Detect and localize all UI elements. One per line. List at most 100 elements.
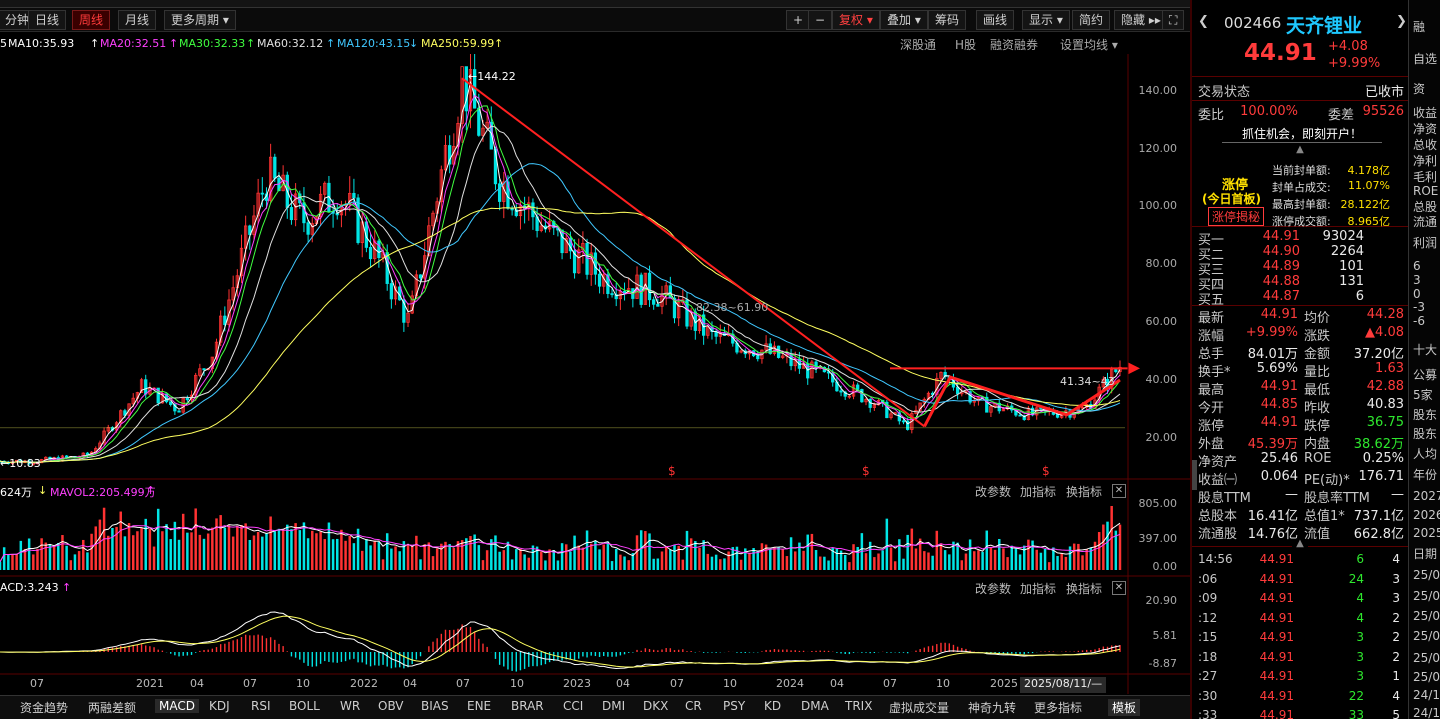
simple-button[interactable]: 简约 [1072, 10, 1111, 30]
side-strip-item[interactable]: ROE [1413, 184, 1439, 198]
side-strip-item[interactable]: 2027 [1413, 489, 1440, 503]
indicator-tab-18[interactable]: TRIX [845, 699, 873, 713]
ma30-label: MA30:32.33 [179, 37, 246, 50]
link-hk-connect[interactable]: 深股通 [900, 38, 937, 52]
side-strip-item[interactable]: 十大 [1413, 343, 1438, 357]
indicator-tab-22[interactable]: 模板 [1108, 699, 1141, 716]
side-strip-item[interactable]: 25/0 [1413, 629, 1440, 643]
macd-add-indicator[interactable]: 加指标 [1020, 582, 1057, 596]
volume-bar [294, 523, 297, 570]
zoom-in-button[interactable]: + [786, 10, 811, 30]
indicator-tab-0[interactable]: 资金趋势 [20, 701, 69, 715]
hide-button[interactable]: 隐藏 ▸▸ [1114, 10, 1168, 30]
link-ma-settings[interactable]: 设置均线 ▾ [1060, 38, 1118, 52]
expand-icon[interactable]: ▲ [1292, 538, 1308, 549]
side-strip-item[interactable]: 25/0 [1413, 651, 1440, 665]
kline-chart[interactable]: $ $ $ [0, 54, 1190, 694]
promo-link[interactable]: 抓住机会，即刻开户！ [1222, 125, 1382, 143]
panel-splitter-handle[interactable] [1192, 460, 1197, 490]
adjust-button[interactable]: 复权 ▾ [832, 10, 880, 30]
side-strip-item[interactable]: 3 [1413, 273, 1421, 287]
indicator-tab-1[interactable]: 两融差额 [88, 701, 137, 715]
indicator-tab-4[interactable]: RSI [251, 699, 271, 713]
indicator-tab-3[interactable]: KDJ [209, 699, 230, 713]
indicator-tab-11[interactable]: CCI [563, 699, 584, 713]
vol-add-indicator[interactable]: 加指标 [1020, 485, 1057, 499]
next-stock-icon[interactable]: ❯ [1396, 14, 1407, 29]
side-strip-item[interactable]: 股东 [1413, 427, 1438, 441]
fullscreen-button[interactable]: ⛶ [1162, 10, 1185, 30]
side-strip-item[interactable]: 日期 [1413, 547, 1438, 561]
side-strip-item[interactable]: 利润 [1413, 236, 1438, 250]
side-strip-item[interactable]: 25/0 [1413, 589, 1440, 603]
tab-daily[interactable]: 日线 [28, 10, 67, 30]
limit-up-reveal-button[interactable]: 涨停揭秘 [1208, 207, 1265, 226]
side-strip-item[interactable]: 0 [1413, 287, 1421, 301]
side-strip-item[interactable]: 5家 [1413, 388, 1433, 402]
indicator-tab-7[interactable]: OBV [378, 699, 404, 713]
side-strip-item[interactable]: 人均 [1413, 447, 1438, 461]
macd-edit-params[interactable]: 改参数 [975, 582, 1012, 596]
indicator-tab-21[interactable]: 更多指标 [1034, 701, 1083, 715]
indicator-tab-12[interactable]: DMI [602, 699, 626, 713]
volume-bar [1093, 541, 1097, 570]
side-strip-item[interactable]: 年份 [1413, 468, 1438, 482]
macd-switch-indicator[interactable]: 换指标 [1066, 582, 1103, 596]
indicator-tab-10[interactable]: BRAR [511, 699, 544, 713]
indicator-tab-9[interactable]: ENE [467, 699, 492, 713]
side-strip-item[interactable]: 2026 [1413, 508, 1440, 522]
tab-monthly[interactable]: 月线 [118, 10, 157, 30]
volume-bar [985, 530, 989, 570]
side-strip-item[interactable]: 24/1 [1413, 688, 1440, 702]
collapse-icon[interactable]: ▲ [1296, 144, 1304, 155]
indicator-tab-15[interactable]: PSY [723, 699, 746, 713]
side-strip-item[interactable]: 收益 [1413, 106, 1438, 120]
indicator-tab-2[interactable]: MACD [155, 699, 199, 713]
indicator-tab-5[interactable]: BOLL [289, 699, 320, 713]
side-strip-item[interactable]: 股东 [1413, 408, 1438, 422]
side-strip-item[interactable]: 融 [1413, 20, 1426, 34]
tab-more-periods[interactable]: 更多周期 ▾ [164, 10, 236, 30]
indicator-tab-19[interactable]: 虚拟成交量 [889, 701, 950, 715]
macd-close-icon[interactable]: ✕ [1112, 581, 1126, 595]
tab-weekly[interactable]: 周线 [72, 10, 111, 30]
vol-switch-indicator[interactable]: 换指标 [1066, 485, 1103, 499]
side-strip-item[interactable]: 24/1 [1413, 706, 1440, 719]
side-strip-item[interactable]: 25/0 [1413, 609, 1440, 623]
side-strip-item[interactable]: 净资 [1413, 122, 1438, 136]
chips-button[interactable]: 筹码 [928, 10, 967, 30]
link-margin[interactable]: 融资融券 [990, 38, 1039, 52]
side-strip-item[interactable]: 25/0 [1413, 670, 1440, 684]
side-strip-item[interactable]: 毛利 [1413, 170, 1438, 184]
overlay-button[interactable]: 叠加 ▾ [880, 10, 928, 30]
prev-stock-icon[interactable]: ❮ [1198, 14, 1209, 29]
indicator-tab-8[interactable]: BIAS [421, 699, 449, 713]
side-strip-item[interactable]: 2025 [1413, 526, 1440, 540]
indicator-tab-14[interactable]: CR [685, 699, 702, 713]
side-strip-item[interactable]: 25/0 [1413, 568, 1440, 582]
bid-price: 44.87 [1262, 289, 1300, 304]
side-strip-item[interactable]: 自选 [1413, 52, 1438, 66]
side-strip-item[interactable]: -6 [1413, 314, 1425, 328]
draw-line-button[interactable]: 画线 [976, 10, 1015, 30]
side-strip-item[interactable]: 总收 [1413, 138, 1438, 152]
display-button[interactable]: 显示 ▾ [1022, 10, 1070, 30]
side-strip-item[interactable]: 总股 [1413, 200, 1438, 214]
volume-bar [273, 531, 277, 570]
vol-edit-params[interactable]: 改参数 [975, 485, 1012, 499]
side-strip-item[interactable]: -3 [1413, 300, 1425, 314]
vol-close-icon[interactable]: ✕ [1112, 484, 1126, 498]
indicator-tab-20[interactable]: 神奇九转 [968, 701, 1017, 715]
indicator-tab-13[interactable]: DKX [643, 699, 669, 713]
side-strip-item[interactable]: 流通 [1413, 215, 1438, 229]
side-strip-item[interactable]: 资 [1413, 82, 1426, 96]
side-strip-item[interactable]: 公募 [1413, 368, 1438, 382]
indicator-tab-16[interactable]: KD [764, 699, 782, 713]
indicator-tab-6[interactable]: WR [340, 699, 361, 713]
indicator-tab-17[interactable]: DMA [801, 699, 829, 713]
side-strip-item[interactable]: 6 [1413, 259, 1421, 273]
zoom-out-button[interactable]: − [808, 10, 833, 30]
side-strip-item[interactable]: 净利 [1413, 154, 1438, 168]
volume-bar [36, 548, 39, 570]
link-h-share[interactable]: H股 [955, 38, 977, 52]
